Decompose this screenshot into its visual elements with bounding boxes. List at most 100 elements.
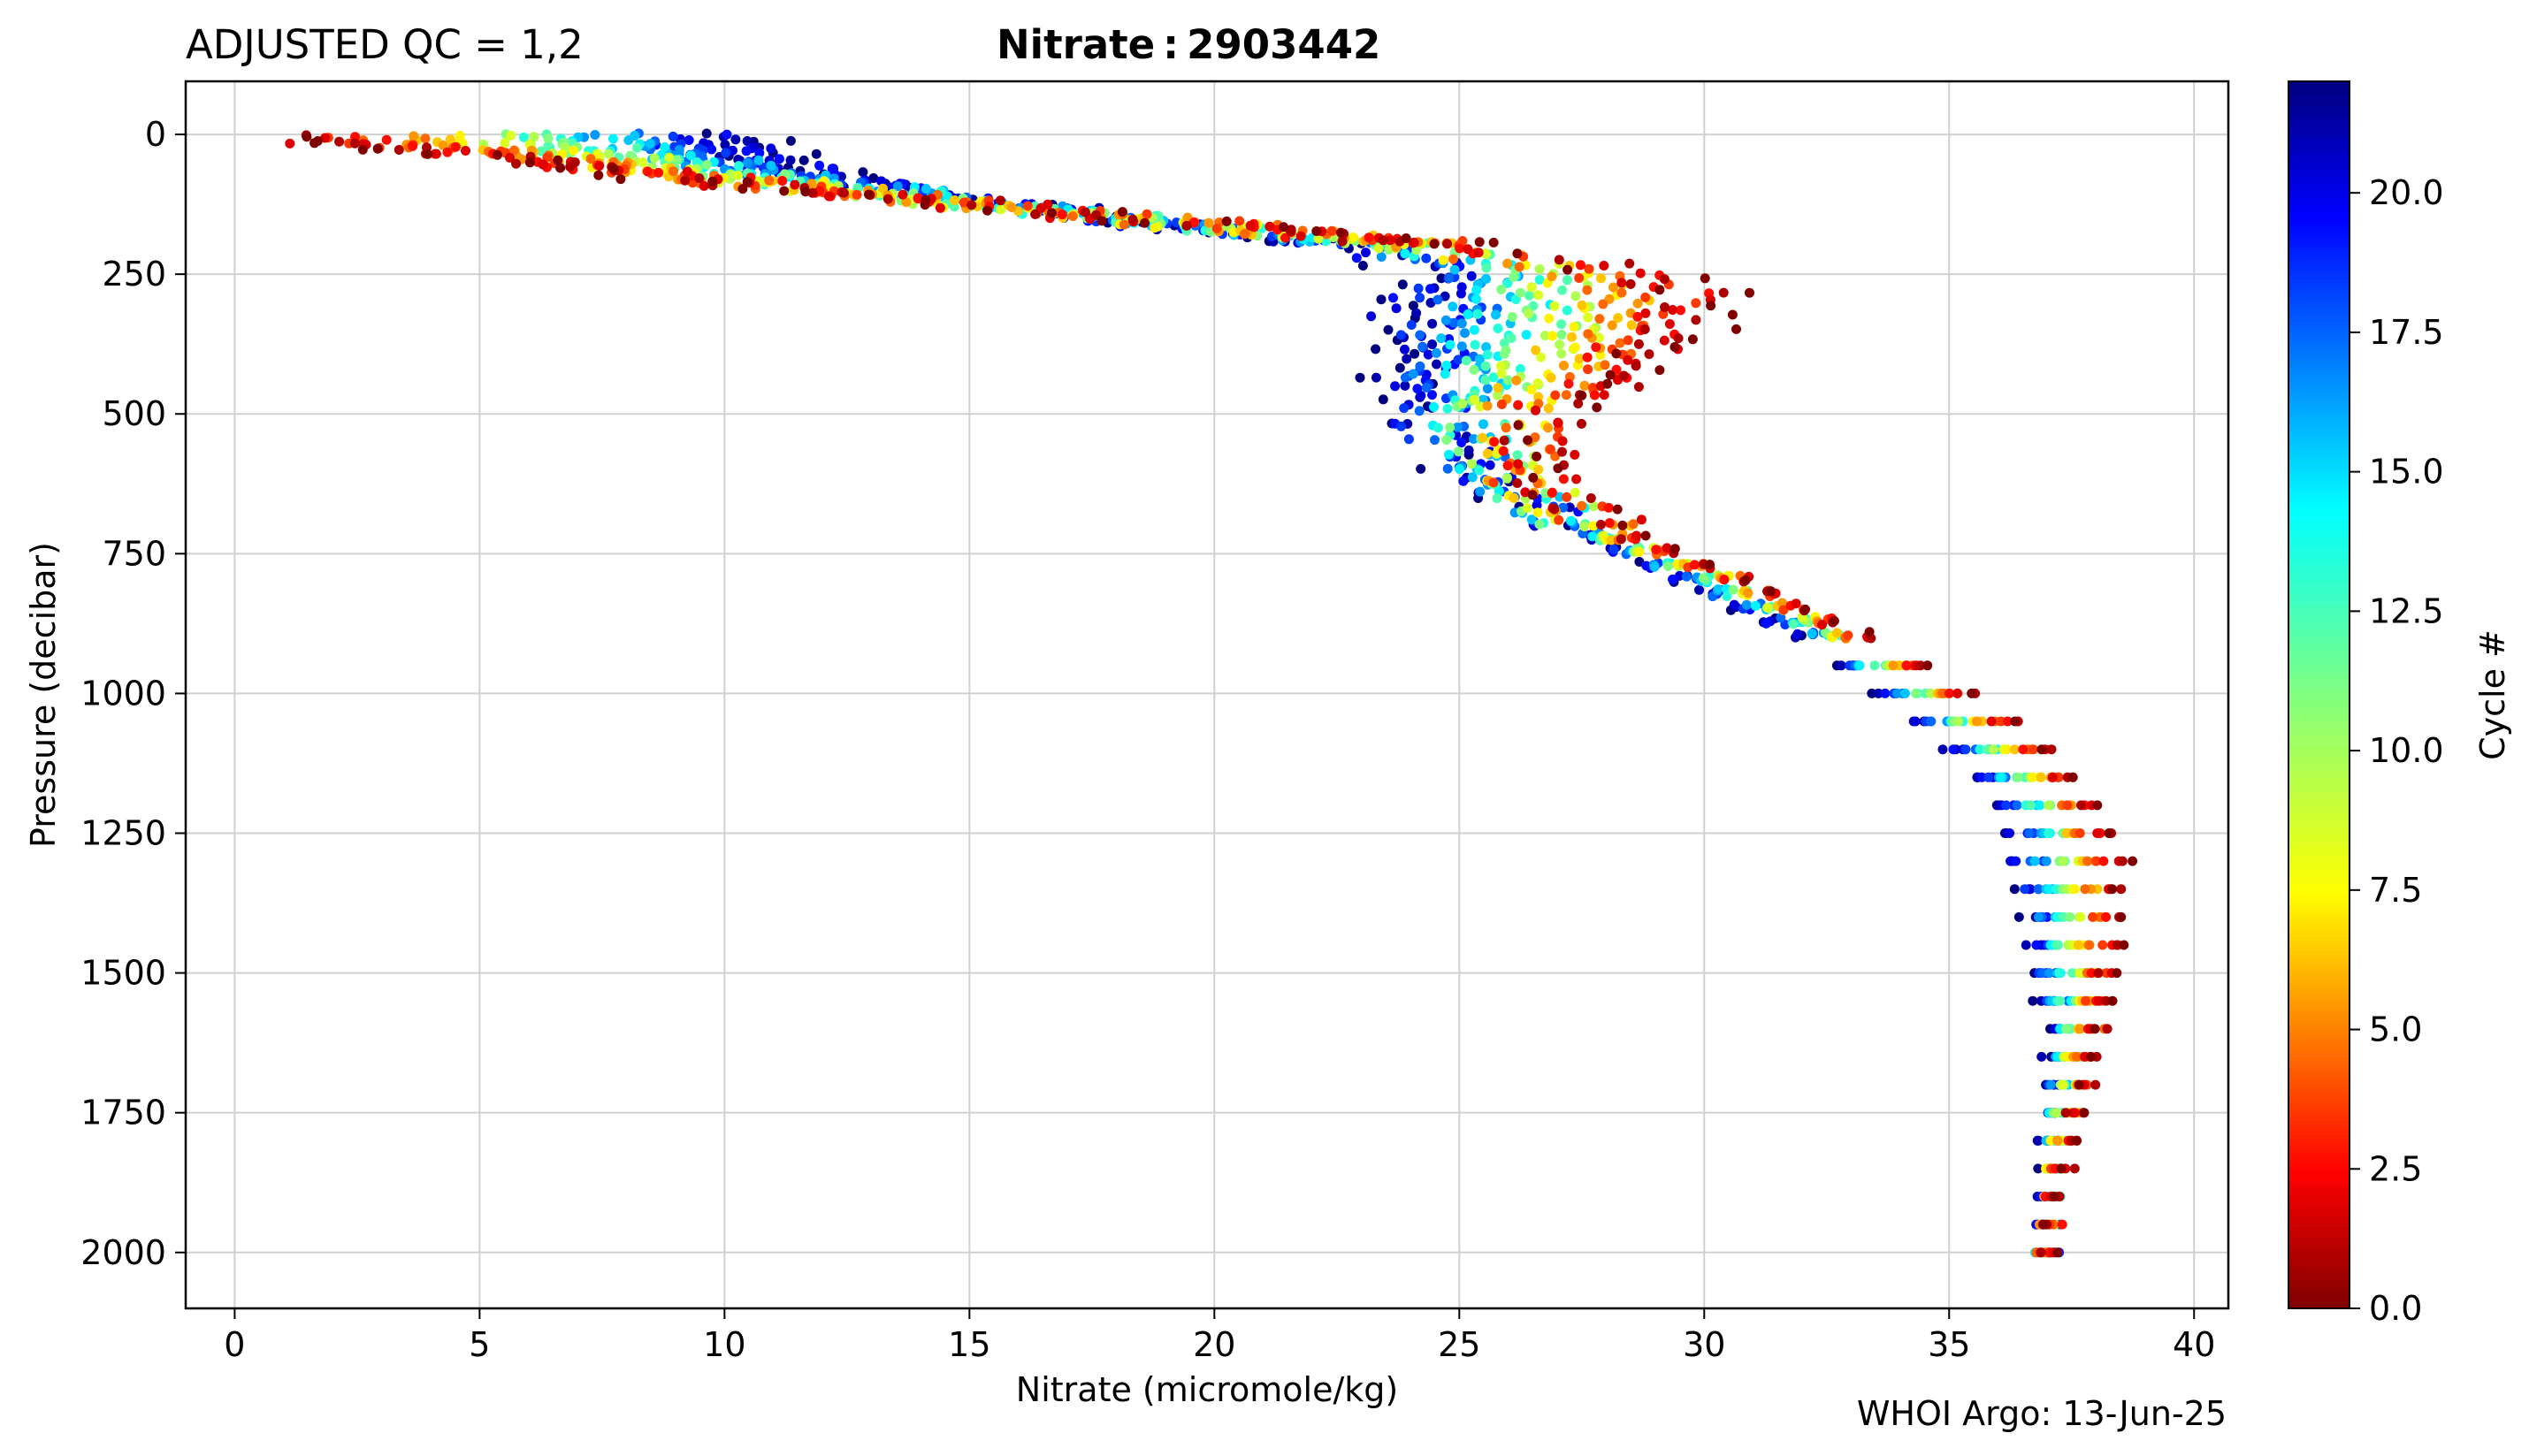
data-point xyxy=(1562,264,1573,275)
data-point xyxy=(1534,275,1545,285)
data-point xyxy=(1030,209,1041,219)
data-point xyxy=(529,132,539,142)
data-point xyxy=(730,134,741,145)
data-point xyxy=(1996,772,2006,782)
data-point xyxy=(2061,828,2072,838)
data-point xyxy=(1337,236,1348,247)
data-point xyxy=(1673,333,1684,344)
data-point xyxy=(1436,273,1447,284)
data-point xyxy=(1496,399,1507,409)
data-point xyxy=(1366,311,1377,322)
data-point xyxy=(1595,520,1606,530)
data-point xyxy=(538,159,548,170)
data-point xyxy=(1668,305,1677,315)
data-point xyxy=(1901,660,1912,671)
data-point xyxy=(608,164,619,174)
data-point xyxy=(1512,248,1523,259)
data-point xyxy=(1286,226,1295,237)
data-point xyxy=(1412,384,1423,394)
data-point xyxy=(1495,361,1506,371)
data-point xyxy=(1478,432,1488,443)
data-point xyxy=(1493,324,1503,333)
data-point xyxy=(1547,487,1557,498)
data-point xyxy=(1150,223,1160,233)
data-point xyxy=(1057,210,1067,220)
data-point xyxy=(1567,332,1577,342)
data-point xyxy=(1351,253,1362,263)
colorbar-ticks: 0.0 2.5 5.0 7.5 10.0 12.5 15.0 17.5 20.0 xyxy=(2349,173,2444,1328)
data-point xyxy=(1482,448,1493,459)
data-point xyxy=(1579,380,1590,391)
chart-title: Nitrate : 2903442 xyxy=(997,21,1380,68)
data-point xyxy=(2090,1079,2101,1090)
data-point xyxy=(1559,361,1569,370)
data-point xyxy=(1623,335,1633,346)
data-point xyxy=(2044,884,2054,895)
x-tick-label: 30 xyxy=(1683,1325,1725,1364)
data-point xyxy=(1512,478,1523,488)
data-point xyxy=(1556,319,1567,330)
data-point xyxy=(1245,220,1256,231)
data-point xyxy=(1142,209,1152,219)
data-point xyxy=(1022,201,1033,211)
data-point xyxy=(1427,318,1438,329)
data-point xyxy=(1512,450,1523,461)
data-point xyxy=(2092,800,2103,811)
data-point xyxy=(1588,521,1599,531)
data-point xyxy=(1632,298,1643,309)
data-point xyxy=(1975,744,1985,755)
data-point xyxy=(1408,301,1418,311)
data-point xyxy=(2069,1163,2080,1174)
data-point xyxy=(721,148,731,158)
data-point xyxy=(672,155,683,165)
data-point xyxy=(2088,911,2098,922)
colorbar xyxy=(2288,80,2350,1309)
data-point xyxy=(1441,435,1452,446)
data-point xyxy=(1506,332,1517,343)
data-point xyxy=(312,136,323,146)
data-point xyxy=(1640,530,1651,541)
data-point xyxy=(2032,1135,2043,1146)
data-point xyxy=(2112,940,2122,950)
data-point xyxy=(2038,1219,2049,1230)
data-point xyxy=(431,149,441,159)
data-point xyxy=(2013,772,2023,782)
data-point xyxy=(2090,1024,2100,1034)
data-point xyxy=(1119,219,1129,230)
data-point xyxy=(372,143,383,154)
data-point xyxy=(2033,1163,2044,1174)
data-point xyxy=(2036,968,2047,979)
data-point xyxy=(1608,282,1618,293)
data-point xyxy=(2060,1108,2071,1118)
data-point xyxy=(1722,591,1732,601)
data-point xyxy=(1573,399,1584,408)
data-point xyxy=(1598,299,1608,309)
data-point xyxy=(1608,544,1619,554)
data-point xyxy=(1378,394,1388,405)
data-point xyxy=(1493,383,1503,393)
data-point xyxy=(334,136,345,147)
data-point xyxy=(1731,324,1741,334)
data-point xyxy=(1513,459,1524,469)
data-point xyxy=(1778,605,1789,615)
data-point xyxy=(1006,202,1017,212)
data-point xyxy=(1605,370,1616,380)
data-point xyxy=(1361,248,1371,258)
data-point xyxy=(1569,322,1579,332)
data-point xyxy=(680,175,691,186)
data-point xyxy=(1880,688,1891,698)
data-point xyxy=(1562,305,1572,316)
data-point xyxy=(1436,333,1447,344)
data-point xyxy=(1522,503,1532,514)
data-point xyxy=(1531,345,1541,355)
data-point xyxy=(1606,535,1616,545)
data-point xyxy=(1640,308,1651,318)
data-point xyxy=(1509,492,1519,503)
x-tick-label: 5 xyxy=(469,1325,490,1364)
data-point xyxy=(1460,328,1470,339)
data-point xyxy=(594,161,605,172)
data-point xyxy=(1582,352,1593,362)
data-point xyxy=(1474,237,1485,248)
data-point xyxy=(1588,501,1599,512)
data-point xyxy=(1972,716,1983,727)
